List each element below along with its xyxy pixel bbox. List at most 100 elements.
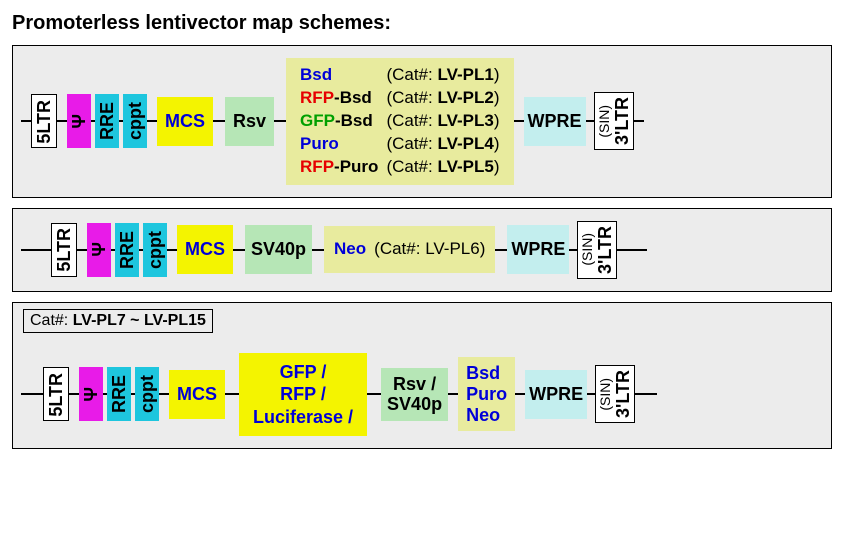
connector [167,249,177,251]
connector [569,249,577,251]
marker-row: Puro(Cat#: LV-PL4) [296,133,503,156]
sin-label: (SIN) [598,378,612,411]
ltr3-label: 3'LTR [613,97,631,145]
ltr3-box: (SIN)3'LTR [594,92,634,150]
wpre-box: WPRE [507,225,569,274]
wpre-label: WPRE [529,384,583,405]
diagram-canvas: Promoterless lentivector map schemes: 5L… [0,0,844,467]
panel-1-row: 5LTR Ψ RRE cppt MCS Rsv Bsd(Cat#: LV-PL1… [21,58,823,185]
reporter-line-2: RFP / [280,383,326,406]
wpre-box: WPRE [524,97,586,146]
marker-cat: (Cat#: LV-PL5) [382,156,503,179]
connector [635,393,657,395]
mcs-box: MCS [157,97,213,146]
marker-name: RFP-Puro [296,156,382,179]
panel-2-row: 5LTR Ψ RRE cppt MCS SV40p Neo (Cat#: LV-… [21,221,823,279]
connector [77,249,87,251]
psi-label: Ψ [70,114,88,129]
connector [312,249,324,251]
wpre-label: WPRE [528,111,582,132]
cppt-box: cppt [135,367,159,421]
marker-cat: (Cat#: LV-PL3) [382,110,503,133]
ltr5-box: 5LTR [43,367,69,421]
rsv-sv40-box: Rsv / SV40p [381,368,448,421]
psi-label: Ψ [82,387,100,402]
ltr3-label: 3'LTR [596,226,614,274]
rre-label: RRE [98,102,116,140]
connector [617,249,647,251]
reporter-box: GFP / RFP / Luciferase / [239,353,367,437]
marker-name: Bsd [296,64,382,87]
wpre-label: WPRE [511,239,565,260]
ltr3-box: (SIN)3'LTR [595,365,635,423]
sin-label: (SIN) [580,233,594,266]
connector [495,249,507,251]
rsv-sv40-line-2: SV40p [387,394,442,415]
mcs-label: MCS [177,384,217,405]
sv40p-label: SV40p [251,239,306,260]
cppt-box: cppt [143,223,167,277]
panel-3-row: 5LTR Ψ RRE cppt MCS GFP / RFP / Lucifera… [21,353,823,437]
ltr3-label: 3'LTR [614,370,632,418]
sin-label: (SIN) [597,105,611,138]
mcs-box: MCS [169,370,225,419]
marker-name: RFP-Bsd [296,87,382,110]
bsd-puro-neo-box: Bsd Puro Neo [458,357,515,431]
connector [587,393,595,395]
psi-label: Ψ [90,242,108,257]
cppt-label: cppt [146,231,164,269]
rsv-box: Rsv [225,97,274,146]
connector [21,249,51,251]
marker-row: RFP-Puro(Cat#: LV-PL5) [296,156,503,179]
connector [225,393,239,395]
ltr5-label: 5LTR [47,373,65,417]
panel3-tag-range: LV-PL7 ~ LV-PL15 [73,312,206,329]
connector [515,393,525,395]
connector [274,120,286,122]
connector [634,120,644,122]
connector [69,393,79,395]
connector [159,393,169,395]
marker-row: GFP-Bsd(Cat#: LV-PL3) [296,110,503,133]
diagram-title: Promoterless lentivector map schemes: [12,12,832,35]
reporter-line-1: GFP / [280,361,327,384]
cppt-label: cppt [126,102,144,140]
panel-1: 5LTR Ψ RRE cppt MCS Rsv Bsd(Cat#: LV-PL1… [12,45,832,198]
bpn-line-2: Puro [466,384,507,405]
ltr5-label: 5LTR [55,228,73,272]
psi-box: Ψ [79,367,103,421]
panel-3-tag: Cat#: LV-PL7 ~ LV-PL15 [23,309,213,333]
psi-box: Ψ [87,223,111,277]
marker-cat: (Cat#: LV-PL4) [382,133,503,156]
ltr5-box: 5LTR [51,223,77,277]
bpn-line-1: Bsd [466,363,500,384]
neo-marker-box: Neo (Cat#: LV-PL6) [324,226,495,273]
marker-row: Bsd(Cat#: LV-PL1) [296,64,503,87]
marker-name: GFP-Bsd [296,110,382,133]
bpn-line-3: Neo [466,405,500,426]
rre-box: RRE [95,94,119,148]
marker-cat: (Cat#: LV-PL2) [382,87,503,110]
connector [233,249,245,251]
neo-label: Neo [334,238,366,261]
sv40p-box: SV40p [245,225,312,274]
connector [586,120,594,122]
mcs-box: MCS [177,225,233,274]
rre-label: RRE [110,375,128,413]
wpre-box: WPRE [525,370,587,419]
marker-table: Bsd(Cat#: LV-PL1)RFP-Bsd(Cat#: LV-PL2)GF… [296,64,503,179]
psi-box: Ψ [67,94,91,148]
mcs-label: MCS [165,111,205,132]
cppt-box: cppt [123,94,147,148]
panel-2: 5LTR Ψ RRE cppt MCS SV40p Neo (Cat#: LV-… [12,208,832,292]
rsv-sv40-line-1: Rsv / [393,374,436,395]
ltr5-label: 5LTR [35,100,53,144]
reporter-line-3: Luciferase / [253,406,353,429]
connector [147,120,157,122]
ltr3-box: (SIN)3'LTR [577,221,617,279]
marker-name: Puro [296,133,382,156]
cat-prefix: (Cat#: [374,239,425,258]
connector [21,393,43,395]
cppt-label: cppt [138,375,156,413]
marker-options-box: Bsd(Cat#: LV-PL1)RFP-Bsd(Cat#: LV-PL2)GF… [286,58,513,185]
